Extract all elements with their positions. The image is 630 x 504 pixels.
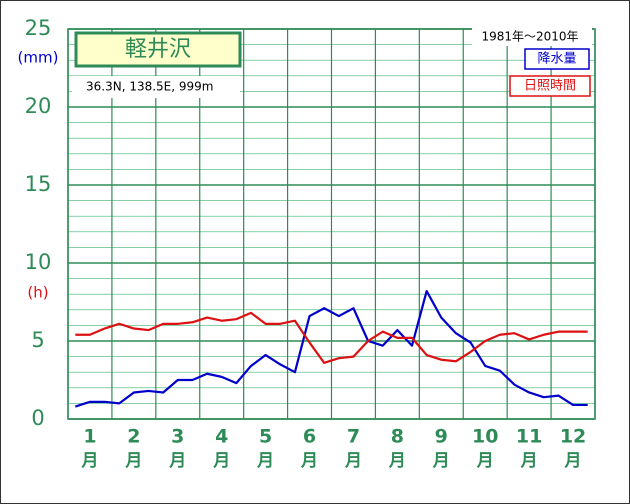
period: 1981年〜2010年 xyxy=(481,30,578,44)
series-line xyxy=(75,311,588,364)
period-bg xyxy=(472,28,592,46)
y-tick-label: 0 xyxy=(31,406,44,430)
x-tick-label: 12 xyxy=(560,426,586,448)
y-tick-label: 20 xyxy=(25,94,52,118)
x-tick-label: 8 xyxy=(391,426,404,448)
x-tick-label: 1 xyxy=(83,426,96,448)
y-tick-label: 5 xyxy=(31,328,44,352)
y-tick-label: 10 xyxy=(25,250,52,274)
x-tick-label: 4 xyxy=(215,426,228,448)
x-tick-label: 7 xyxy=(347,426,360,448)
x-unit-label: 月 xyxy=(80,451,98,471)
legend-box xyxy=(524,48,590,70)
x-tick-label: 5 xyxy=(259,426,272,448)
x-tick-label: 11 xyxy=(516,426,542,448)
x-tick-label: 6 xyxy=(303,426,316,448)
subtitle: 36.3N, 138.5E, 999m xyxy=(86,80,213,94)
x-unit-label: 月 xyxy=(520,451,538,471)
x-tick-label: 2 xyxy=(127,426,140,448)
plot-border xyxy=(67,28,596,420)
title-box xyxy=(74,31,242,68)
x-unit-label: 月 xyxy=(388,451,406,471)
subtitle-bg xyxy=(72,76,240,98)
series-line xyxy=(74,289,588,408)
x-unit-label: 月 xyxy=(212,451,230,471)
legend-label: 日照時間 xyxy=(524,79,576,94)
chart-title: 軽井沢 xyxy=(125,37,191,62)
y-unit-left: (mm) xyxy=(18,49,59,67)
y-tick-label: 15 xyxy=(25,172,52,196)
x-unit-label: 月 xyxy=(476,451,494,471)
x-unit-label: 月 xyxy=(256,451,274,471)
x-tick-label: 3 xyxy=(171,426,184,448)
x-unit-label: 月 xyxy=(168,451,186,471)
x-tick-label: 10 xyxy=(472,426,498,448)
legend-label: 降水量 xyxy=(537,52,576,67)
x-unit-label: 月 xyxy=(432,451,450,471)
y-unit-right: (h) xyxy=(27,284,48,302)
x-unit-label: 月 xyxy=(344,451,362,471)
y-tick-label: 25 xyxy=(25,16,52,40)
legend-box xyxy=(509,75,591,97)
x-unit-label: 月 xyxy=(564,451,582,471)
x-tick-label: 9 xyxy=(435,426,448,448)
x-unit-label: 月 xyxy=(124,451,142,471)
x-unit-label: 月 xyxy=(300,451,318,471)
